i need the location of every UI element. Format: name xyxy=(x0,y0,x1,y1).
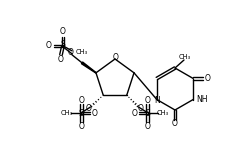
Text: S: S xyxy=(61,40,65,49)
Text: CH₃: CH₃ xyxy=(76,49,88,55)
Text: CH₃: CH₃ xyxy=(157,110,169,116)
Text: O: O xyxy=(132,109,138,118)
Text: CH₃: CH₃ xyxy=(179,54,191,60)
Text: O: O xyxy=(68,48,74,57)
Text: O: O xyxy=(91,109,97,118)
Text: O: O xyxy=(172,119,178,128)
Text: O: O xyxy=(205,74,211,83)
Text: O: O xyxy=(145,122,151,131)
Text: N: N xyxy=(154,96,160,105)
Text: O: O xyxy=(58,55,64,64)
Text: O: O xyxy=(85,104,91,113)
Text: O: O xyxy=(60,27,66,36)
Text: CH₃: CH₃ xyxy=(60,110,72,116)
Text: S: S xyxy=(145,109,150,118)
Text: O: O xyxy=(145,96,151,105)
Text: S: S xyxy=(79,109,84,118)
Text: O: O xyxy=(46,41,52,50)
Text: NH: NH xyxy=(196,95,208,104)
Text: O: O xyxy=(138,104,144,113)
Text: O: O xyxy=(113,53,119,62)
Text: O: O xyxy=(78,96,84,105)
Polygon shape xyxy=(82,62,96,73)
Text: O: O xyxy=(78,122,84,131)
